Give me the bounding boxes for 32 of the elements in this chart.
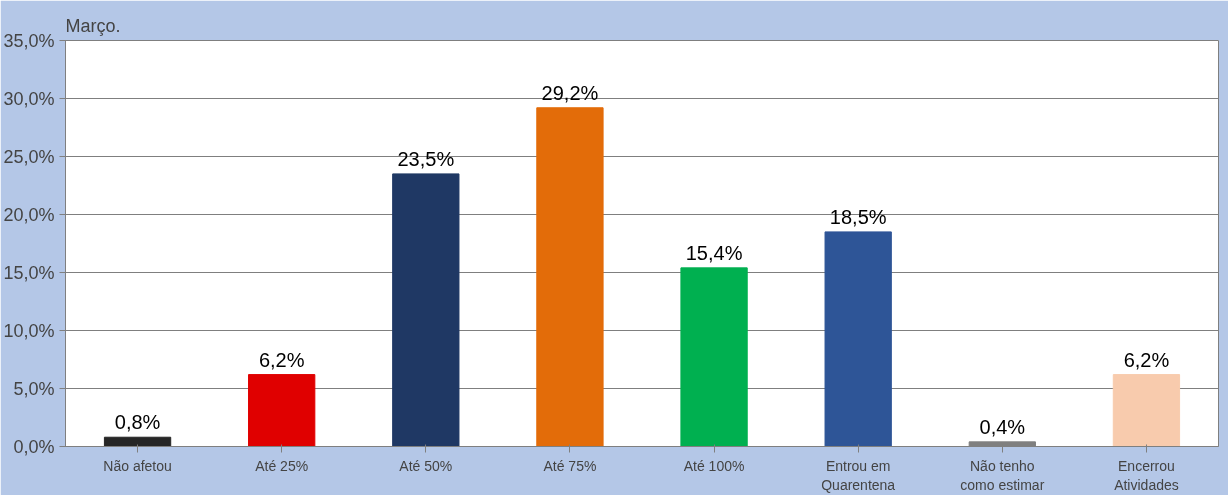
y-tick-label: 30,0% [3, 88, 55, 109]
x-tick-label: Entrou em Quarentena [821, 457, 896, 493]
x-tick-label: Não afetou [103, 457, 172, 474]
x-tick-label: Até 25% [255, 457, 309, 474]
bar [392, 173, 460, 447]
y-tick-label: 5,0% [13, 378, 55, 399]
bar [103, 436, 172, 447]
bar [536, 107, 604, 447]
data-label: 6,2% [258, 348, 305, 371]
bar [824, 231, 892, 447]
x-tick-label: Não tenho como estimar [960, 457, 1045, 493]
x-tick-label: Encerrou Atividades [1114, 457, 1179, 493]
y-tick-label: 0,0% [13, 436, 55, 457]
chart-title: Março. [65, 15, 121, 36]
data-label: 18,5% [829, 205, 887, 228]
data-label: 23,5% [397, 147, 455, 170]
data-label: 6,2% [1123, 348, 1170, 371]
x-tick-label: Até 100% [683, 457, 745, 474]
y-tick-label: 15,0% [3, 262, 55, 283]
data-label: 0,4% [979, 415, 1026, 438]
x-tick-label: Até 75% [543, 457, 597, 474]
bar [680, 267, 748, 447]
data-label: 15,4% [685, 241, 743, 264]
y-tick-label: 20,0% [3, 204, 55, 225]
x-tick-label: Até 50% [399, 457, 453, 474]
y-tick-label: 25,0% [3, 146, 55, 167]
bar [248, 374, 316, 447]
bar [1112, 374, 1181, 447]
data-label: 0,8% [114, 411, 161, 434]
y-tick-label: 10,0% [3, 320, 55, 341]
data-label: 29,2% [541, 81, 599, 104]
y-tick-label: 35,0% [3, 30, 55, 51]
